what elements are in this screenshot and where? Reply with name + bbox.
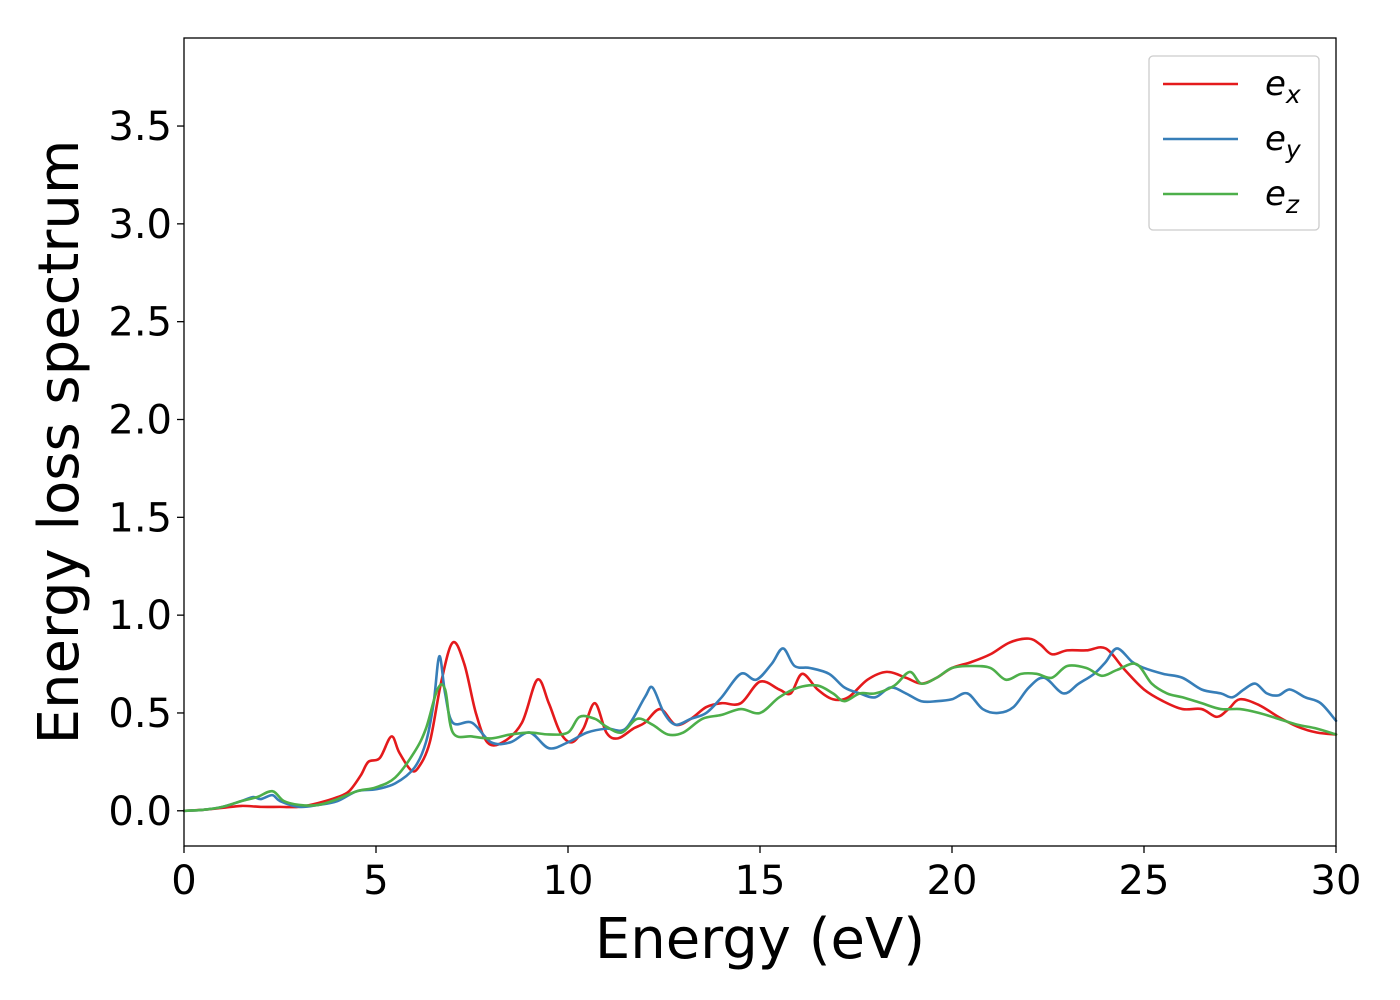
legend-label-z: ez: [1265, 174, 1300, 219]
x-tick-label: 20: [927, 858, 978, 904]
series-line-z: [182, 662, 1338, 813]
y-tick-label: 2.0: [108, 398, 172, 444]
y-tick-label: 3.0: [108, 202, 172, 248]
legend-label-x: ex: [1265, 64, 1301, 109]
y-tick-label: 1.0: [108, 593, 172, 639]
x-axis-label: Energy (eV): [595, 907, 925, 972]
x-tick-label: 5: [363, 858, 388, 904]
series-line-x: [182, 637, 1338, 813]
legend-label-y: ey: [1265, 119, 1302, 164]
series-layer: [182, 637, 1338, 813]
x-axis-ticks: 0 5 10 15 20 25 30: [171, 846, 1361, 904]
y-tick-label: 3.5: [108, 104, 172, 150]
x-tick-label: 30: [1311, 858, 1362, 904]
y-tick-label: 0.5: [108, 691, 172, 737]
y-tick-label: 1.5: [108, 495, 172, 541]
y-axis-ticks: 0.0 0.5 1.0 1.5 2.0 2.5 3.0 3.5: [108, 104, 184, 835]
x-tick-label: 10: [543, 858, 594, 904]
series-line-y: [182, 647, 1338, 813]
legend-box: [1148, 55, 1320, 231]
x-tick-label: 15: [735, 858, 786, 904]
y-tick-label: 2.5: [108, 300, 172, 346]
y-tick-label: 0.0: [108, 789, 172, 835]
legend: ex ey ez: [1148, 55, 1320, 231]
x-tick-label: 25: [1119, 858, 1170, 904]
y-axis-label: Energy loss spectrum: [27, 140, 92, 745]
x-tick-label: 0: [171, 858, 196, 904]
